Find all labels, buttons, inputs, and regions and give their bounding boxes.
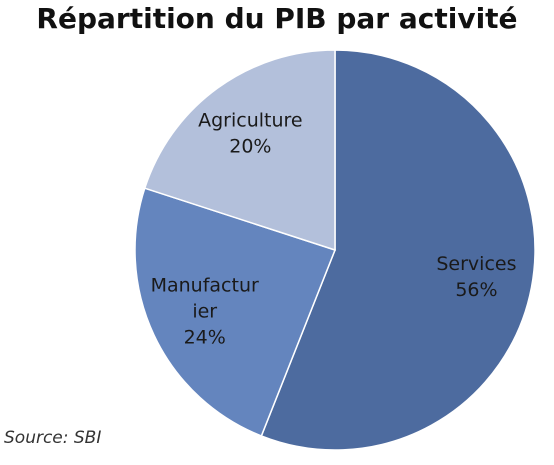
pie-slices [134, 49, 536, 451]
chart-title: Répartition du PIB par activité [36, 2, 518, 35]
pie-slice-services [260, 49, 536, 451]
slice-label-services: Services 56% [436, 253, 516, 301]
pie-slice-manufactur-ier [134, 187, 336, 437]
pie-labels: Services 56% Manufactur ier 24% Agriculture 20… [151, 110, 517, 349]
source-note: Source: SBI [4, 428, 102, 448]
slice-label-agriculture: Agriculture 20% [198, 110, 303, 158]
pie-slice-agriculture [143, 49, 336, 252]
slice-label-manufactur-ier: Manufactur ier 24% [151, 274, 259, 348]
